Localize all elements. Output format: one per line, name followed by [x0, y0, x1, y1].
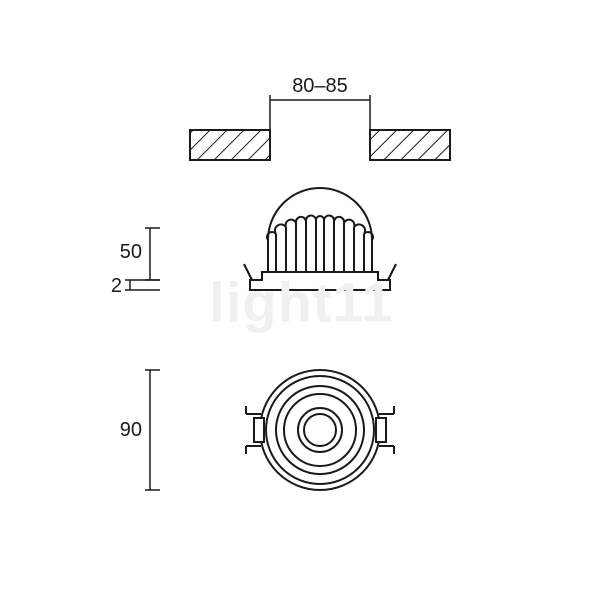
dimension-diameter: 90 — [120, 370, 160, 490]
ceiling-section — [190, 130, 450, 160]
dimension-cutout: 80–85 — [270, 75, 370, 130]
technical-drawing: light11 80–85 — [0, 0, 603, 603]
dim-cutout-text: 80–85 — [292, 75, 348, 97]
dimension-flange: 2 — [111, 275, 160, 297]
dim-flange-text: 2 — [111, 275, 122, 297]
dim-diameter-text: 90 — [120, 419, 142, 441]
plan-view — [246, 370, 394, 490]
drawing-svg: 80–85 — [0, 0, 603, 603]
side-view — [244, 188, 396, 290]
dimension-height: 50 — [120, 228, 160, 280]
dim-height-text: 50 — [120, 241, 142, 263]
